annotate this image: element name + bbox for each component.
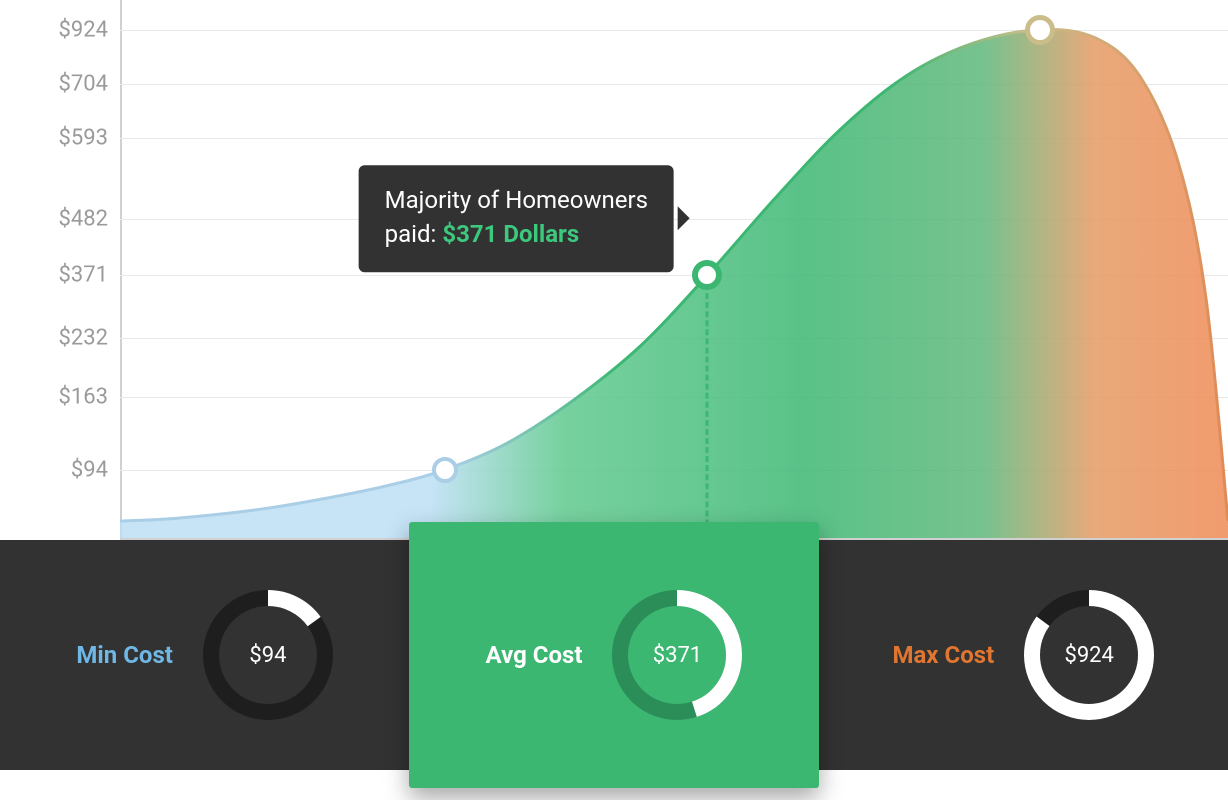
min-cost-marker (432, 457, 458, 483)
y-tick-label: $232 (59, 325, 108, 350)
tooltip-highlight: $371 Dollars (442, 221, 579, 249)
avg-cost-marker (692, 260, 722, 290)
min-cost-title: Min Cost (76, 641, 172, 669)
plot-area: Majority of Homeowners paid: $371 Dollar… (120, 0, 1228, 540)
avg-cost-tooltip: Majority of Homeowners paid: $371 Dollar… (359, 165, 674, 273)
avg-cost-card: Avg Cost $371 (409, 522, 818, 788)
avg-cost-value: $371 (612, 590, 742, 720)
max-cost-value: $924 (1024, 590, 1154, 720)
max-cost-donut: $924 (1024, 590, 1154, 720)
y-tick-label: $924 (59, 17, 108, 42)
y-tick-label: $94 (71, 457, 108, 482)
y-tick-label: $482 (59, 206, 108, 231)
y-tick-label: $704 (59, 71, 108, 96)
y-tick-label: $163 (59, 384, 108, 409)
y-tick-label: $593 (59, 125, 108, 150)
max-cost-card: Max Cost $924 (819, 540, 1228, 770)
y-tick-label: $371 (59, 263, 108, 288)
avg-cost-donut: $371 (612, 590, 742, 720)
chart-area: $924 $704 $593 $482 $371 $232 $163 $94 Majority… (0, 0, 1228, 540)
area-curve (120, 0, 1228, 540)
min-cost-donut: $94 (203, 590, 333, 720)
min-cost-value: $94 (203, 590, 333, 720)
tooltip-line-2: paid: $371 Dollars (385, 218, 648, 253)
y-axis: $924 $704 $593 $482 $371 $232 $163 $94 (0, 0, 120, 540)
summary-cards: Min Cost $94 Avg Cost $371 Max Cost $924 (0, 540, 1228, 770)
cost-chart-container: $924 $704 $593 $482 $371 $232 $163 $94 Majority… (0, 0, 1228, 800)
max-cost-title: Max Cost (892, 641, 994, 669)
min-cost-card: Min Cost $94 (0, 540, 409, 770)
max-cost-marker (1025, 15, 1055, 45)
tooltip-line-1: Majority of Homeowners (385, 183, 648, 218)
avg-cost-title: Avg Cost (486, 641, 583, 669)
tooltip-line-2-prefix: paid: (385, 221, 443, 249)
